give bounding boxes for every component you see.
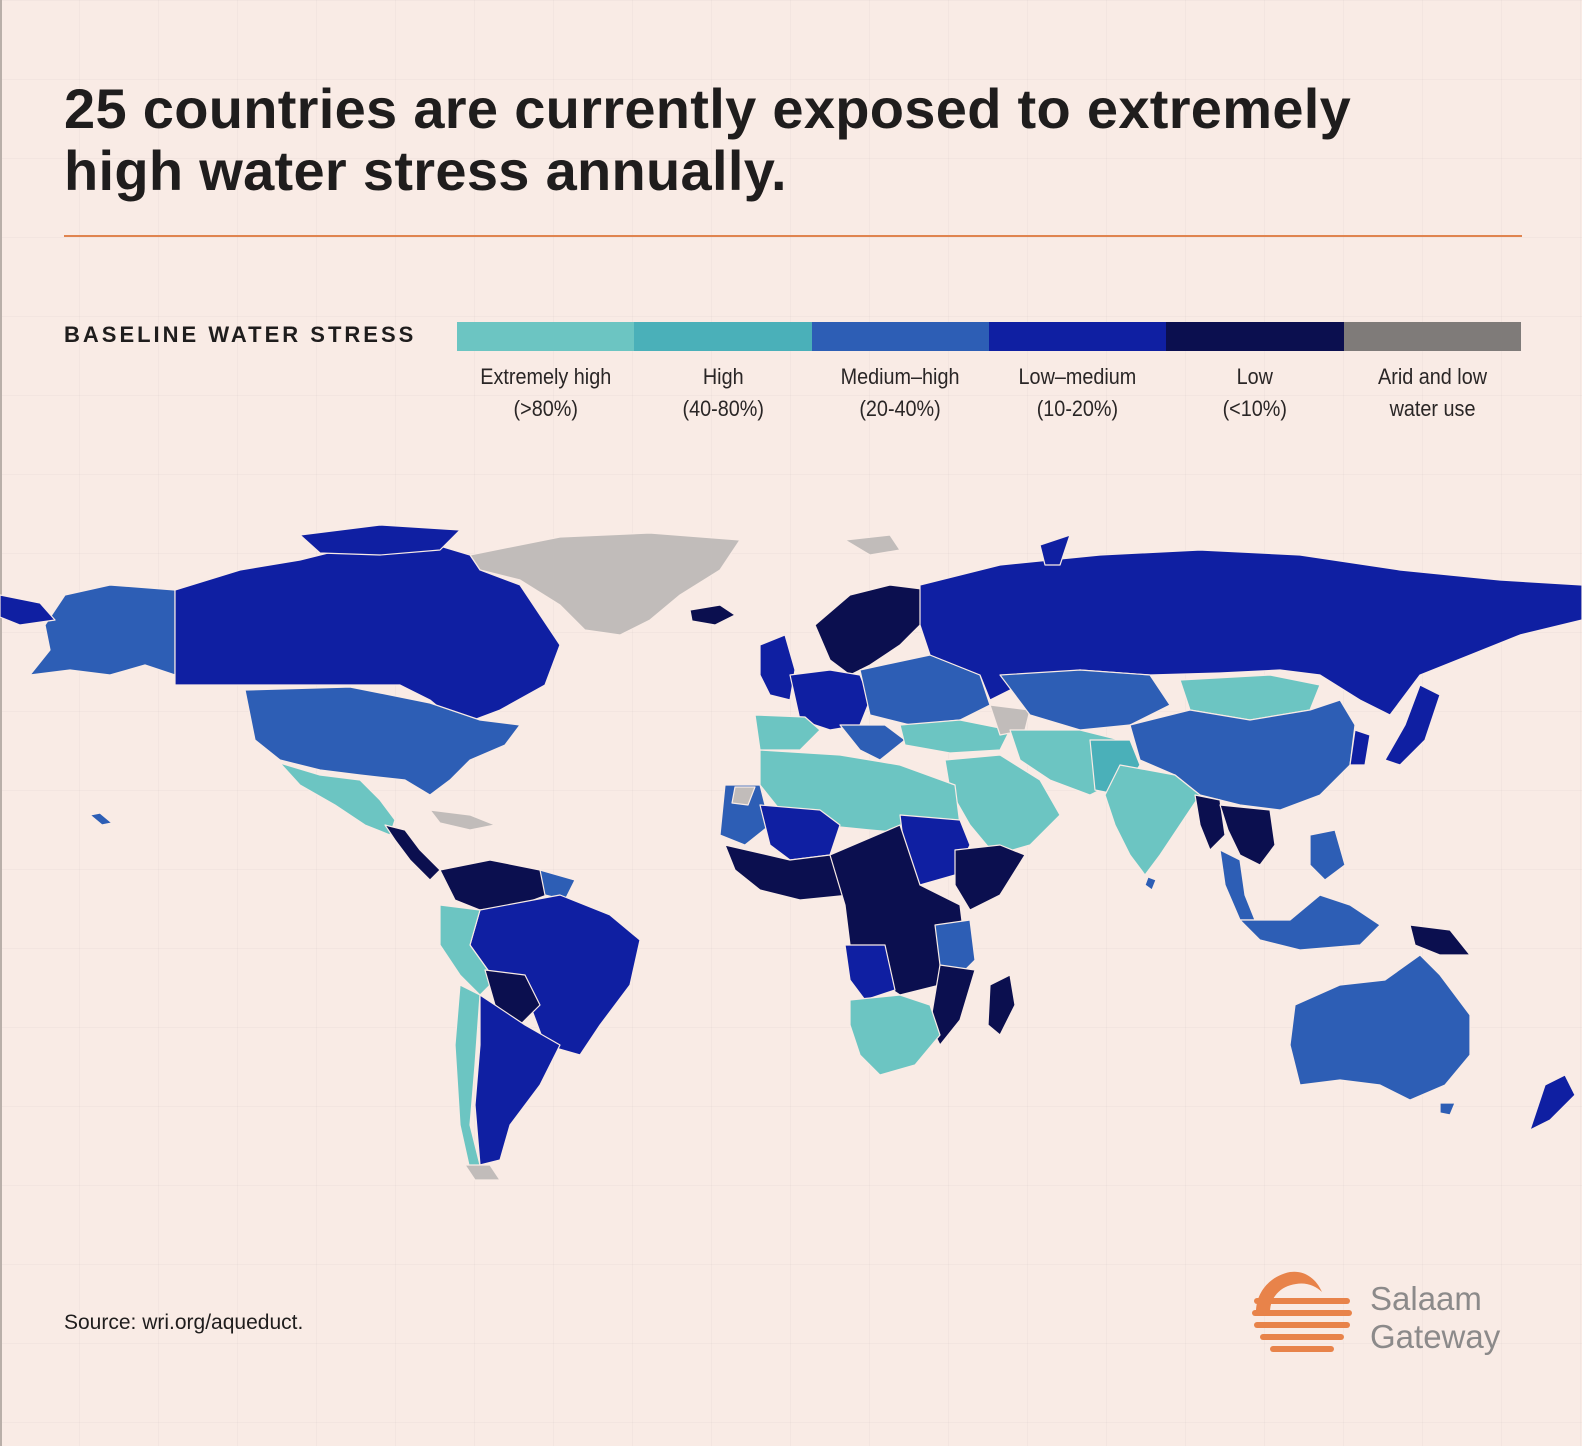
region-aleutians — [0, 594, 56, 626]
region-svalbard — [844, 534, 901, 556]
region-new-zealand — [1529, 1074, 1576, 1131]
region-indochina — [1219, 804, 1276, 866]
legend-label: Low–medium (10-20%) — [1018, 364, 1137, 421]
region-caribbean — [429, 809, 496, 831]
region-indonesia — [1239, 894, 1381, 951]
title-divider — [64, 235, 1522, 237]
region-argentina — [474, 994, 561, 1166]
region-usa — [244, 686, 521, 796]
region-philippines — [1309, 829, 1346, 881]
legend-item-high: High (40-80%) — [634, 322, 812, 425]
region-japan — [1384, 684, 1441, 766]
region-southern-africa — [849, 994, 941, 1076]
region-bolivia — [484, 969, 541, 1026]
source-note: Source: wri.org/aqueduct. — [64, 1311, 304, 1334]
region-central-america — [384, 824, 441, 881]
legend-label: Low (<10%) — [1222, 364, 1288, 421]
region-angola — [844, 944, 896, 1001]
region-madagascar — [987, 974, 1016, 1036]
legend-swatch — [1166, 322, 1344, 351]
region-hawaii — [89, 812, 113, 826]
region-papua-new-guinea — [1409, 924, 1471, 956]
region-russia — [919, 549, 1582, 716]
legend-swatch — [1343, 322, 1521, 351]
legend-item-arid: Arid and low water use — [1343, 322, 1521, 425]
page-title: 25 countries are currently exposed to ex… — [64, 77, 1352, 202]
legend-item-low: Low (<10%) — [1166, 322, 1344, 425]
region-tierra-del-fuego — [464, 1164, 501, 1181]
frame-border — [0, 0, 2, 1446]
legend-label: Medium–high (20-40%) — [840, 364, 960, 421]
legend-title: BASELINE WATER STRESS — [64, 322, 417, 347]
region-sri-lanka — [1144, 876, 1157, 891]
region-horn-of-africa — [954, 844, 1026, 911]
legend: Extremely high (>80%) High (40-80%) Medium… — [457, 322, 1521, 425]
region-australia — [1289, 954, 1471, 1101]
region-italy-balkans — [839, 724, 906, 761]
region-greenland — [469, 532, 741, 636]
region-iceland — [689, 604, 736, 626]
world-map — [0, 525, 1582, 1181]
legend-label: Extremely high (>80%) — [480, 364, 612, 421]
region-canada-islands — [299, 525, 461, 556]
legend-item-extremely-high: Extremely high (>80%) — [457, 322, 635, 425]
region-turkey — [899, 719, 1011, 754]
region-myanmar — [1194, 794, 1226, 851]
region-iberia — [754, 714, 821, 751]
legend-swatch — [634, 322, 812, 351]
region-peru — [439, 904, 496, 996]
region-tasmania — [1439, 1102, 1456, 1116]
region-colombia-venezuela — [439, 859, 561, 911]
region-central-asia — [999, 669, 1171, 731]
legend-swatch — [811, 322, 989, 351]
legend-item-low-medium: Low–medium (10-20%) — [988, 322, 1167, 425]
region-alaska — [29, 584, 176, 676]
region-uk-ireland — [759, 634, 796, 701]
region-chile — [454, 984, 481, 1171]
region-western-sahara — [731, 786, 756, 806]
salaam-gateway-logo — [1252, 1271, 1352, 1352]
legend-label: High (40-80%) — [682, 364, 764, 421]
region-scandinavia — [814, 584, 931, 676]
legend-swatch — [988, 322, 1167, 351]
legend-item-medium-high: Medium–high (20-40%) — [811, 322, 989, 425]
region-novaya-zemlya — [1039, 534, 1071, 566]
legend-swatch — [457, 322, 635, 351]
brand-name: Salaam Gateway — [1370, 1280, 1501, 1355]
region-korea — [1349, 729, 1371, 766]
region-india — [1104, 764, 1201, 876]
legend-label: Arid and low water use — [1377, 364, 1487, 421]
